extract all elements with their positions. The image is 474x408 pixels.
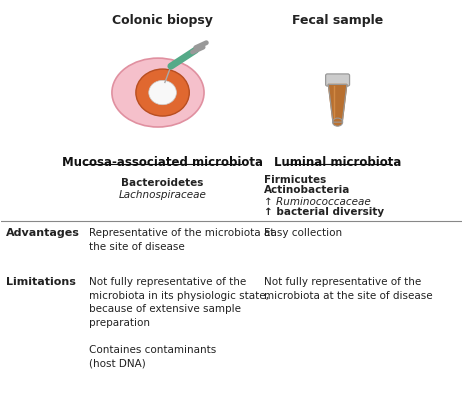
Text: ↑ bacterial diversity: ↑ bacterial diversity xyxy=(264,207,384,217)
Text: ↑ Ruminococcaceae: ↑ Ruminococcaceae xyxy=(264,197,371,207)
FancyBboxPatch shape xyxy=(326,74,349,86)
Text: Lachnospiraceae: Lachnospiraceae xyxy=(118,190,207,200)
Text: Mucosa-associated microbiota: Mucosa-associated microbiota xyxy=(62,156,263,169)
Text: Actinobacteria: Actinobacteria xyxy=(264,185,350,195)
Text: Not fully representative of the
microbiota in its physiologic state,
because of : Not fully representative of the microbio… xyxy=(89,277,269,368)
Circle shape xyxy=(149,80,176,105)
Ellipse shape xyxy=(112,58,204,127)
Polygon shape xyxy=(328,84,347,122)
Text: Not fully representative of the
microbiota at the site of disease: Not fully representative of the microbio… xyxy=(264,277,433,301)
Text: Firmicutes: Firmicutes xyxy=(264,175,326,185)
Text: Bacteroidetes: Bacteroidetes xyxy=(121,177,204,188)
Text: Advantages: Advantages xyxy=(6,228,80,238)
Circle shape xyxy=(136,69,189,116)
Text: Easy collection: Easy collection xyxy=(264,228,342,238)
Text: Representative of the microbiota at
the site of disease: Representative of the microbiota at the … xyxy=(89,228,274,252)
Text: Luminal microbiota: Luminal microbiota xyxy=(274,156,401,169)
Ellipse shape xyxy=(333,118,343,126)
Text: Fecal sample: Fecal sample xyxy=(292,13,383,27)
Text: Colonic biopsy: Colonic biopsy xyxy=(112,13,213,27)
Text: Limitations: Limitations xyxy=(6,277,76,287)
